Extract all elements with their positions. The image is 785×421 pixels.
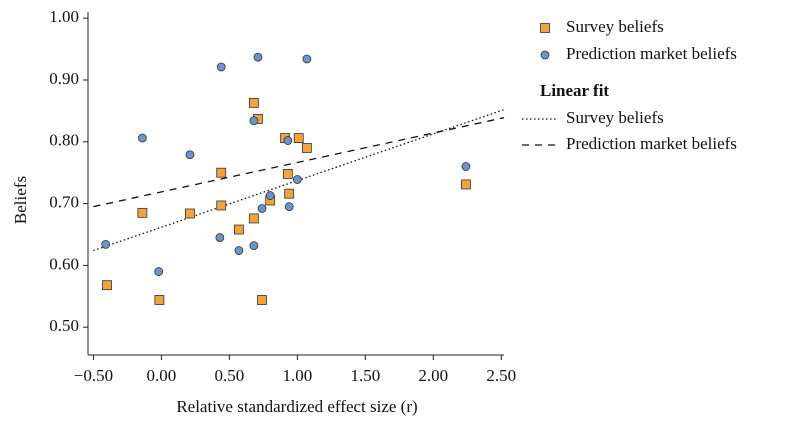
marker bbox=[282, 169, 293, 179]
marker bbox=[284, 188, 295, 199]
marker bbox=[234, 246, 244, 255]
marker bbox=[101, 239, 111, 249]
y-tick-label: 0.90 bbox=[49, 69, 79, 88]
marker bbox=[185, 150, 195, 160]
legend-label: Survey beliefs bbox=[566, 108, 664, 127]
marker bbox=[540, 23, 550, 33]
marker bbox=[292, 175, 302, 184]
marker bbox=[154, 295, 165, 305]
marker bbox=[216, 167, 227, 178]
marker bbox=[293, 133, 304, 143]
legend-label: Prediction market beliefs bbox=[566, 134, 737, 153]
y-tick-label: 0.50 bbox=[49, 316, 79, 335]
x-tick-label: 1.50 bbox=[350, 366, 380, 385]
marker bbox=[248, 97, 259, 108]
x-tick-label: 0.50 bbox=[215, 366, 245, 385]
legend-label: Prediction market beliefs bbox=[566, 44, 737, 63]
y-tick-label: 0.70 bbox=[49, 192, 79, 211]
marker bbox=[234, 224, 244, 235]
legend-label: Survey beliefs bbox=[566, 17, 664, 36]
fit-line bbox=[93, 117, 505, 208]
marker bbox=[137, 133, 147, 143]
marker bbox=[461, 162, 471, 171]
y-tick-label: 0.60 bbox=[49, 254, 79, 273]
marker bbox=[301, 143, 312, 153]
marker bbox=[253, 52, 263, 62]
x-tick-label: −0.50 bbox=[74, 366, 113, 385]
marker bbox=[102, 280, 112, 291]
marker bbox=[249, 241, 259, 251]
marker bbox=[215, 233, 225, 242]
marker bbox=[461, 179, 471, 190]
marker bbox=[248, 213, 259, 224]
marker bbox=[265, 191, 275, 200]
marker bbox=[284, 202, 294, 212]
marker bbox=[137, 207, 148, 218]
marker bbox=[540, 50, 550, 60]
marker bbox=[249, 116, 259, 126]
y-tick-label: 0.80 bbox=[49, 131, 79, 150]
x-tick-label: 2.50 bbox=[486, 366, 516, 385]
marker bbox=[185, 208, 195, 219]
y-axis-label: Beliefs bbox=[11, 176, 30, 224]
marker bbox=[216, 200, 227, 211]
marker bbox=[257, 295, 267, 305]
marker bbox=[302, 54, 312, 64]
marker bbox=[257, 204, 267, 213]
marker bbox=[216, 62, 226, 72]
x-axis-label: Relative standardized effect size (r) bbox=[176, 397, 417, 416]
legend-title: Linear fit bbox=[540, 81, 609, 100]
marker bbox=[154, 267, 164, 276]
marker bbox=[283, 136, 293, 145]
x-tick-label: 1.00 bbox=[282, 366, 312, 385]
x-tick-label: 2.00 bbox=[418, 366, 448, 385]
y-tick-label: 1.00 bbox=[49, 7, 79, 26]
x-tick-label: 0.00 bbox=[147, 366, 177, 385]
